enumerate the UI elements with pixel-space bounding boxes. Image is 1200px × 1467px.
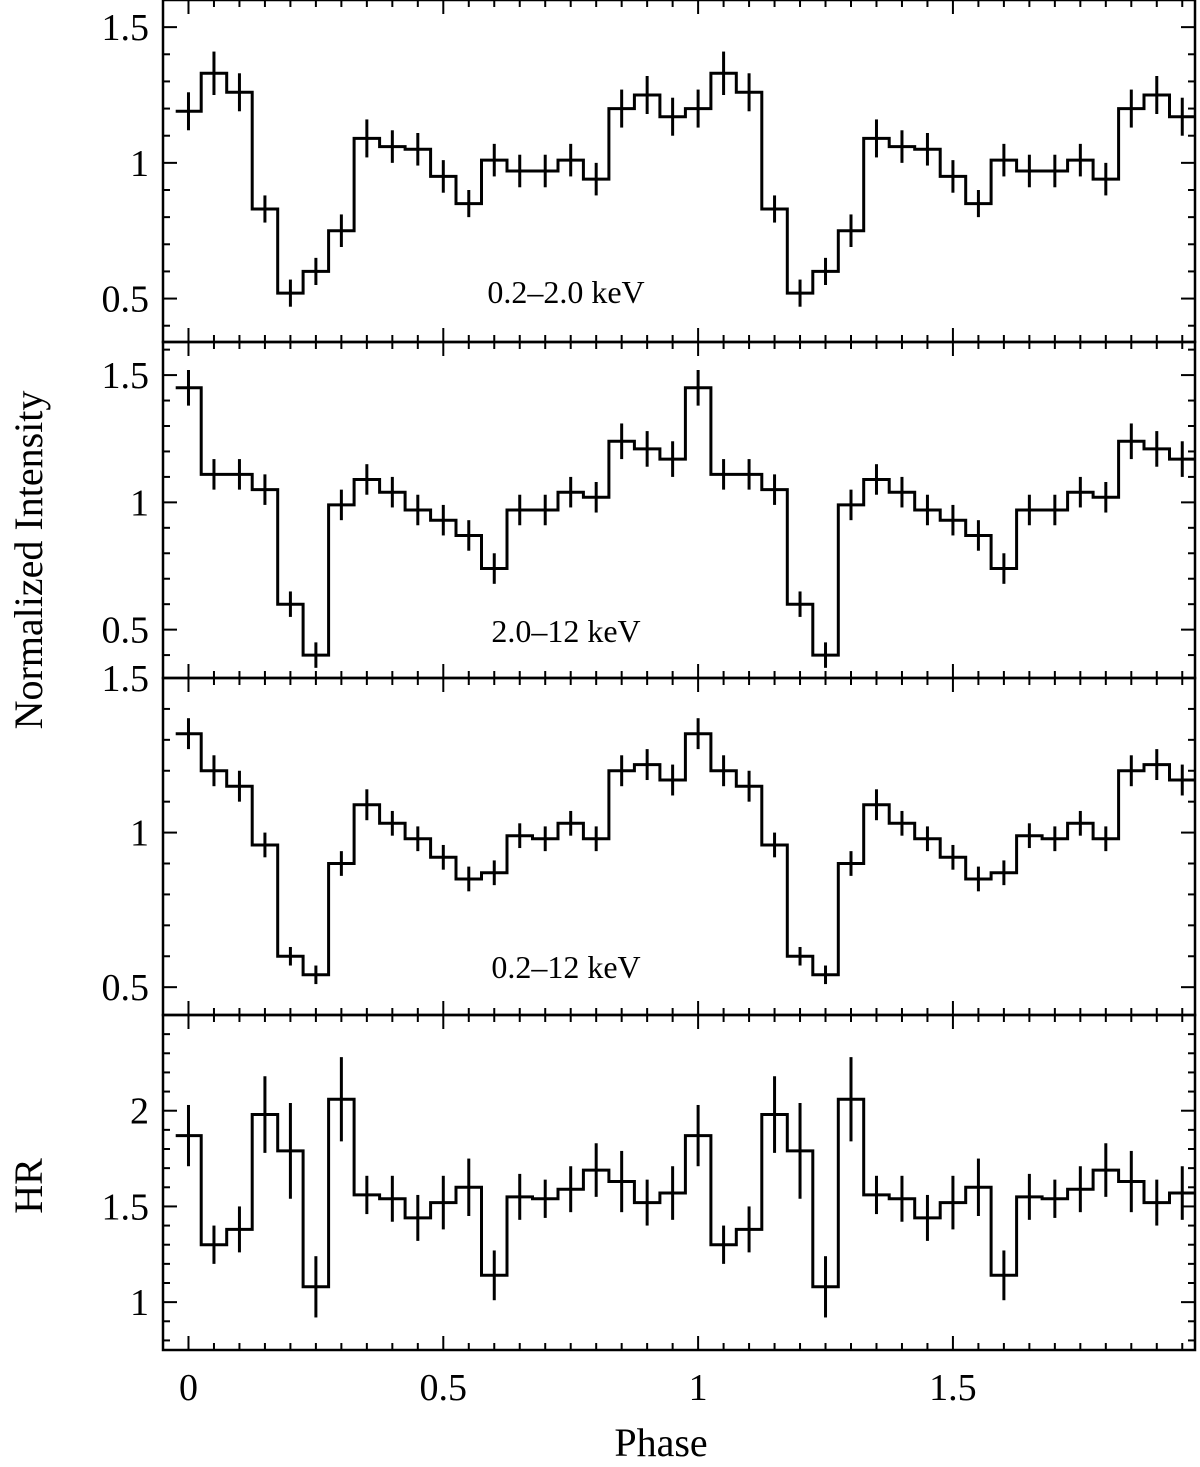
y-tick-label: 1.5 (102, 7, 150, 49)
series-step-line (175, 1097, 1195, 1289)
panel-energy-label: 0.2–12 keV (491, 949, 640, 985)
y-tick-label: 1.5 (102, 355, 150, 397)
panel-hard: 0.5 1 1.5 2.0–12 keV (102, 340, 1197, 680)
panel-frame (161, 1013, 1197, 1352)
panel-energy-label: 2.0–12 keV (491, 613, 640, 649)
panel-hardness-ratio: 1 1.5 2 0 0.5 1 1.5 (102, 1013, 1197, 1409)
x-tick-label: 0 (179, 1367, 198, 1409)
series-step-line (175, 71, 1195, 295)
y-tick-label: 0.5 (102, 967, 150, 1009)
series-step-line (175, 386, 1195, 657)
y-tick-label: 1 (130, 813, 149, 855)
panel-total: 0.5 1 1.5 0.2–12 keV (102, 658, 1197, 1017)
panel-soft: 0.5 1 1.5 0.2–2.0 keV (102, 0, 1197, 344)
y-tick-label: 2 (130, 1091, 149, 1133)
y-axis-title-intensity: Normalized Intensity (6, 391, 51, 730)
panel-frame (161, 676, 1197, 1017)
x-tick-label: 0.5 (420, 1367, 468, 1409)
y-tick-label: 1 (130, 1282, 149, 1324)
y-axis-title-hr: HR (6, 1158, 51, 1214)
y-tick-label: 1.5 (102, 1186, 150, 1228)
y-tick-label: 0.5 (102, 610, 150, 652)
y-tick-label: 1.5 (102, 658, 150, 700)
y-tick-label: 1 (130, 482, 149, 524)
y-tick-label: 0.5 (102, 279, 150, 321)
y-tick-label: 1 (130, 143, 149, 185)
series-step-line (175, 732, 1195, 977)
x-tick-label: 1 (689, 1367, 708, 1409)
panel-energy-label: 0.2–2.0 keV (487, 274, 644, 310)
x-axis-title: Phase (614, 1420, 707, 1465)
x-tick-label: 1.5 (929, 1367, 977, 1409)
